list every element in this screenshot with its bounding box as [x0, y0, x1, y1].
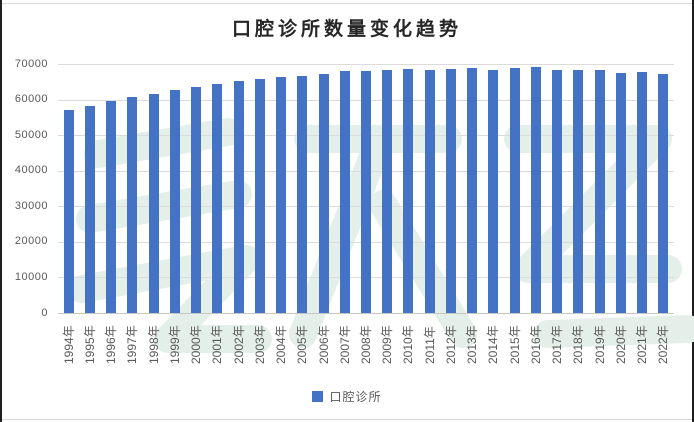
x-tick-label: 2022年	[656, 325, 671, 364]
bar-2003	[254, 79, 265, 313]
bar-2004	[276, 77, 287, 313]
bar-2013	[467, 68, 478, 313]
bar-2016	[530, 67, 541, 313]
bar-2018	[573, 70, 584, 313]
x-tick-label: 1995年	[82, 325, 97, 364]
x-tick-label: 2015年	[507, 325, 522, 364]
plot-area	[58, 64, 694, 353]
bar-2009	[382, 70, 393, 313]
bar-2021	[637, 72, 648, 313]
bar-2022	[658, 74, 669, 313]
x-tick-label: 2005年	[295, 325, 310, 364]
y-tick-label: 60000	[14, 93, 48, 106]
bar-2006	[318, 74, 329, 313]
bottom-border	[2, 419, 692, 420]
bar-1995	[84, 106, 95, 313]
bar-2020	[615, 73, 626, 313]
top-border	[2, 3, 692, 4]
x-axis-line	[58, 313, 674, 314]
legend-label: 口腔诊所	[329, 389, 382, 404]
legend: 口腔诊所	[0, 388, 694, 404]
x-tick-label: 2021年	[635, 325, 650, 364]
x-tick-label: 2003年	[252, 325, 267, 364]
bar-2001	[212, 84, 223, 313]
left-border	[0, 0, 2, 422]
bar-1996	[106, 101, 117, 313]
gridline	[58, 64, 674, 65]
x-tick-label: 1998年	[146, 325, 161, 364]
x-tick-label: 2012年	[443, 325, 458, 364]
y-tick-label: 70000	[14, 57, 48, 70]
y-tick-label: 10000	[14, 270, 48, 283]
bar-2014	[488, 70, 499, 313]
bar-1997	[127, 97, 138, 313]
x-tick-label: 2019年	[592, 325, 607, 364]
x-tick-label: 2002年	[231, 325, 246, 364]
x-tick-label: 1996年	[104, 325, 119, 364]
bar-2011	[424, 70, 435, 313]
bar-2019	[594, 70, 605, 313]
bar-2002	[233, 81, 244, 313]
x-tick-label: 2007年	[337, 325, 352, 364]
bar-2017	[552, 70, 563, 313]
x-tick-label: 1999年	[167, 325, 182, 364]
x-tick-label: 2006年	[316, 325, 331, 364]
y-tick-label: 50000	[14, 128, 48, 141]
x-tick-label: 2018年	[571, 325, 586, 364]
bar-2000	[191, 87, 202, 313]
x-tick-label: 2014年	[486, 325, 501, 364]
bar-1998	[148, 94, 159, 313]
x-tick-label: 2020年	[613, 325, 628, 364]
chart-title: 口腔诊所数量变化趋势	[231, 18, 462, 40]
y-tick-label: 0	[41, 306, 48, 319]
x-tick-label: 2010年	[401, 325, 416, 364]
x-tick-label: 2009年	[380, 325, 395, 364]
x-tick-label: 2004年	[274, 325, 289, 364]
x-tick-label: 2001年	[210, 325, 225, 364]
bar-1994	[63, 110, 74, 313]
x-tick-label: 2013年	[465, 325, 480, 364]
bar-2010	[403, 69, 414, 313]
x-tick-label: 2000年	[189, 325, 204, 364]
x-tick-label: 2008年	[359, 325, 373, 364]
x-tick-label: 1994年	[61, 325, 76, 364]
x-tick-label: 2011年	[422, 326, 437, 364]
bar-2008	[361, 71, 371, 313]
y-tick-label: 40000	[14, 164, 48, 177]
y-tick-label: 30000	[14, 199, 48, 212]
bar-2015	[509, 68, 520, 313]
bar-2007	[339, 71, 350, 313]
legend-swatch	[312, 390, 324, 402]
x-tick-label: 1997年	[125, 325, 140, 364]
x-tick-label: 2017年	[550, 325, 565, 364]
bar-2012	[445, 69, 456, 313]
y-tick-label: 20000	[14, 235, 48, 248]
bar-1999	[169, 90, 180, 313]
right-border	[692, 0, 694, 422]
x-tick-label: 2016年	[528, 325, 543, 364]
bar-2005	[297, 76, 308, 313]
